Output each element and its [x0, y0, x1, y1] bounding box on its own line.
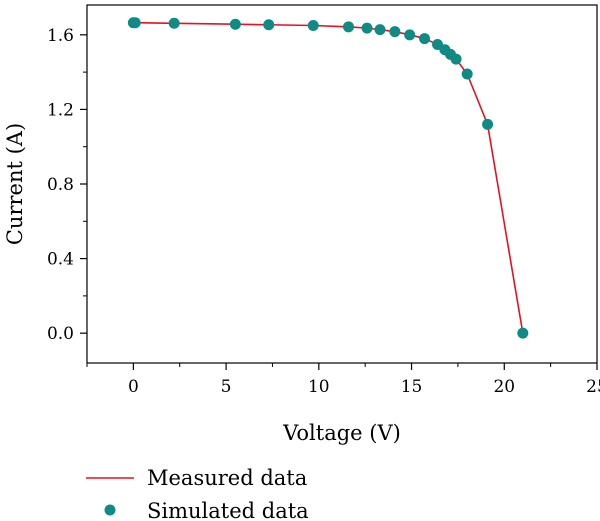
simulated-data-point: [374, 24, 386, 36]
y-tick-label: 0.8: [47, 175, 74, 195]
x-tick-label: 25: [586, 377, 600, 397]
y-axis: 0.0 0.4 0.8 1.2 1.6: [47, 26, 87, 344]
simulated-data-point: [307, 20, 319, 32]
legend-measured-label: Measured data: [147, 466, 307, 490]
plot-frame: [86, 4, 598, 364]
y-tick-label: 1.2: [47, 100, 74, 120]
simulated-data-point: [419, 33, 431, 45]
simulated-data-point: [342, 21, 354, 33]
y-axis-title: Current (A): [3, 123, 27, 245]
legend: Measured data Simulated data: [86, 466, 309, 521]
legend-simulated-swatch: [104, 504, 116, 516]
legend-simulated-label: Simulated data: [147, 499, 309, 521]
x-tick-label: 5: [221, 377, 232, 397]
simulated-data-point: [229, 18, 241, 30]
simulated-data-point: [450, 53, 462, 65]
simulated-data-point: [389, 26, 401, 38]
simulated-data-point: [461, 68, 473, 80]
x-axis-title: Voltage (V): [282, 421, 401, 445]
x-tick-label: 15: [401, 377, 423, 397]
simulated-data-point: [404, 29, 416, 41]
x-tick-label: 20: [493, 377, 515, 397]
y-tick-label: 0.4: [47, 250, 74, 270]
simulated-data-point: [361, 22, 373, 34]
simulated-data-point: [482, 118, 494, 130]
simulated-data-point: [263, 19, 275, 31]
x-tick-label: 10: [308, 377, 330, 397]
y-tick-label: 0.0: [47, 324, 74, 344]
y-tick-label: 1.6: [47, 26, 74, 46]
simulated-data-point: [168, 17, 180, 29]
x-tick-label: 0: [128, 377, 139, 397]
x-axis: 0 5 10 15 20 25: [86, 363, 600, 397]
simulated-data-point: [129, 17, 141, 29]
simulated-data-point: [517, 327, 529, 339]
simulated-data-points: [127, 17, 529, 339]
